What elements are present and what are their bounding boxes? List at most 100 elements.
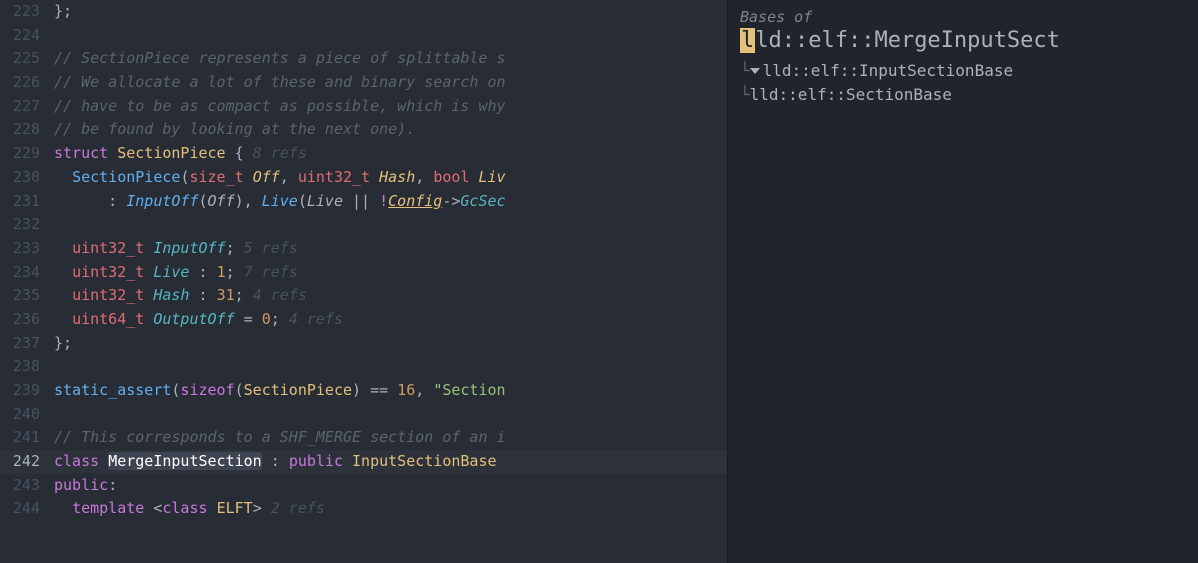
line-number: 228 [0,118,54,142]
line-number: 223 [0,0,54,24]
code-line[interactable]: 243public: [0,474,727,498]
line-content[interactable]: uint32_t InputOff; 5 refs [54,237,727,261]
token: class [54,452,99,470]
code-line[interactable]: 241// This corresponds to a SHF_MERGE se… [0,426,727,450]
token: static_assert [54,381,171,399]
token: , [415,168,433,186]
token [54,286,72,304]
token: Off [208,192,235,210]
line-content[interactable] [54,213,727,237]
token: uint32_t [72,263,144,281]
line-number: 227 [0,95,54,119]
panel-title: lld::elf::MergeInputSect [740,28,1186,53]
code-line[interactable]: 242class MergeInputSection : public Inpu… [0,450,727,474]
token [108,144,117,162]
code-line[interactable]: 236 uint64_t OutputOff = 0; 4 refs [0,308,727,332]
tree-prefix: └ [740,83,750,107]
token: ), [235,192,262,210]
code-line[interactable]: 229struct SectionPiece { 8 refs [0,142,727,166]
code-line[interactable]: 223}; [0,0,727,24]
line-content[interactable] [54,24,727,48]
tree-item[interactable]: └lld::elf::InputSectionBase [740,59,1186,83]
line-content[interactable]: }; [54,332,727,356]
line-content[interactable]: }; [54,0,727,24]
token: Liv [478,168,505,186]
line-number: 231 [0,190,54,214]
token: bool [433,168,469,186]
code-line[interactable]: 244 template <class ELFT> 2 refs [0,497,727,521]
line-content[interactable]: uint32_t Live : 1; 7 refs [54,261,727,285]
token: : [54,192,126,210]
line-number: 230 [0,166,54,190]
line-content[interactable]: class MergeInputSection : public InputSe… [54,450,727,474]
code-line[interactable]: 227// have to be as compact as possible,… [0,95,727,119]
line-content[interactable]: // be found by looking at the next one). [54,118,727,142]
line-content[interactable]: struct SectionPiece { 8 refs [54,142,727,166]
line-number: 234 [0,261,54,285]
line-number: 240 [0,403,54,427]
code-editor-pane[interactable]: 223};224225// SectionPiece represents a … [0,0,728,563]
token [99,452,108,470]
tree-item[interactable]: └ lld::elf::SectionBase [740,83,1186,107]
tree-label: lld::elf::SectionBase [750,83,952,107]
line-content[interactable]: template <class ELFT> 2 refs [54,497,727,521]
code-line[interactable]: 225// SectionPiece represents a piece of… [0,47,727,71]
line-content[interactable]: : InputOff(Off), Live(Live || !Config->G… [54,190,727,214]
token [144,286,153,304]
line-content[interactable]: public: [54,474,727,498]
line-content[interactable] [54,355,727,379]
code-line[interactable]: 230 SectionPiece(size_t Off, uint32_t Ha… [0,166,727,190]
token [144,263,153,281]
token: 1 [217,263,226,281]
token: InputOff [126,192,198,210]
line-content[interactable]: // SectionPiece represents a piece of sp… [54,47,727,71]
token: template [72,499,144,517]
code-line[interactable]: 232 [0,213,727,237]
code-line[interactable]: 226// We allocate a lot of these and bin… [0,71,727,95]
chevron-down-icon[interactable] [750,68,760,74]
token: class [162,499,207,517]
line-content[interactable] [54,403,727,427]
token [54,168,72,186]
token [54,499,72,517]
token: || [343,192,379,210]
code-line[interactable]: 228// be found by looking at the next on… [0,118,727,142]
token [370,168,379,186]
token: // have to be as compact as possible, wh… [54,97,506,115]
token: InputSectionBase [352,452,497,470]
token: ! [379,192,388,210]
line-content[interactable]: // This corresponds to a SHF_MERGE secti… [54,426,727,450]
token: public [289,452,343,470]
line-number: 242 [0,450,54,474]
token: SectionPiece [117,144,225,162]
line-content[interactable]: // have to be as compact as possible, wh… [54,95,727,119]
line-content[interactable]: static_assert(sizeof(SectionPiece) == 16… [54,379,727,403]
token [54,239,72,257]
token: OutputOff [153,310,234,328]
code-line[interactable]: 224 [0,24,727,48]
token: -> [442,192,460,210]
token: size_t [189,168,243,186]
token: uint32_t [72,286,144,304]
code-line[interactable]: 237}; [0,332,727,356]
code-line[interactable]: 231 : InputOff(Off), Live(Live || !Confi… [0,190,727,214]
code-line[interactable]: 240 [0,403,727,427]
line-number: 226 [0,71,54,95]
token [54,310,72,328]
token: // We allocate a lot of these and binary… [54,73,506,91]
code-line[interactable]: 238 [0,355,727,379]
token: // be found by looking at the next one). [54,120,415,138]
code-line[interactable]: 233 uint32_t InputOff; 5 refs [0,237,727,261]
line-content[interactable]: uint32_t Hash : 31; 4 refs [54,284,727,308]
line-content[interactable]: SectionPiece(size_t Off, uint32_t Hash, … [54,166,727,190]
line-number: 236 [0,308,54,332]
line-number: 244 [0,497,54,521]
line-content[interactable]: uint64_t OutputOff = 0; 4 refs [54,308,727,332]
token [144,310,153,328]
code-line[interactable]: 239static_assert(sizeof(SectionPiece) ==… [0,379,727,403]
token: < [144,499,162,517]
code-line[interactable]: 235 uint32_t Hash : 31; 4 refs [0,284,727,308]
line-content[interactable]: // We allocate a lot of these and binary… [54,71,727,95]
code-line[interactable]: 234 uint32_t Live : 1; 7 refs [0,261,727,285]
line-number: 237 [0,332,54,356]
